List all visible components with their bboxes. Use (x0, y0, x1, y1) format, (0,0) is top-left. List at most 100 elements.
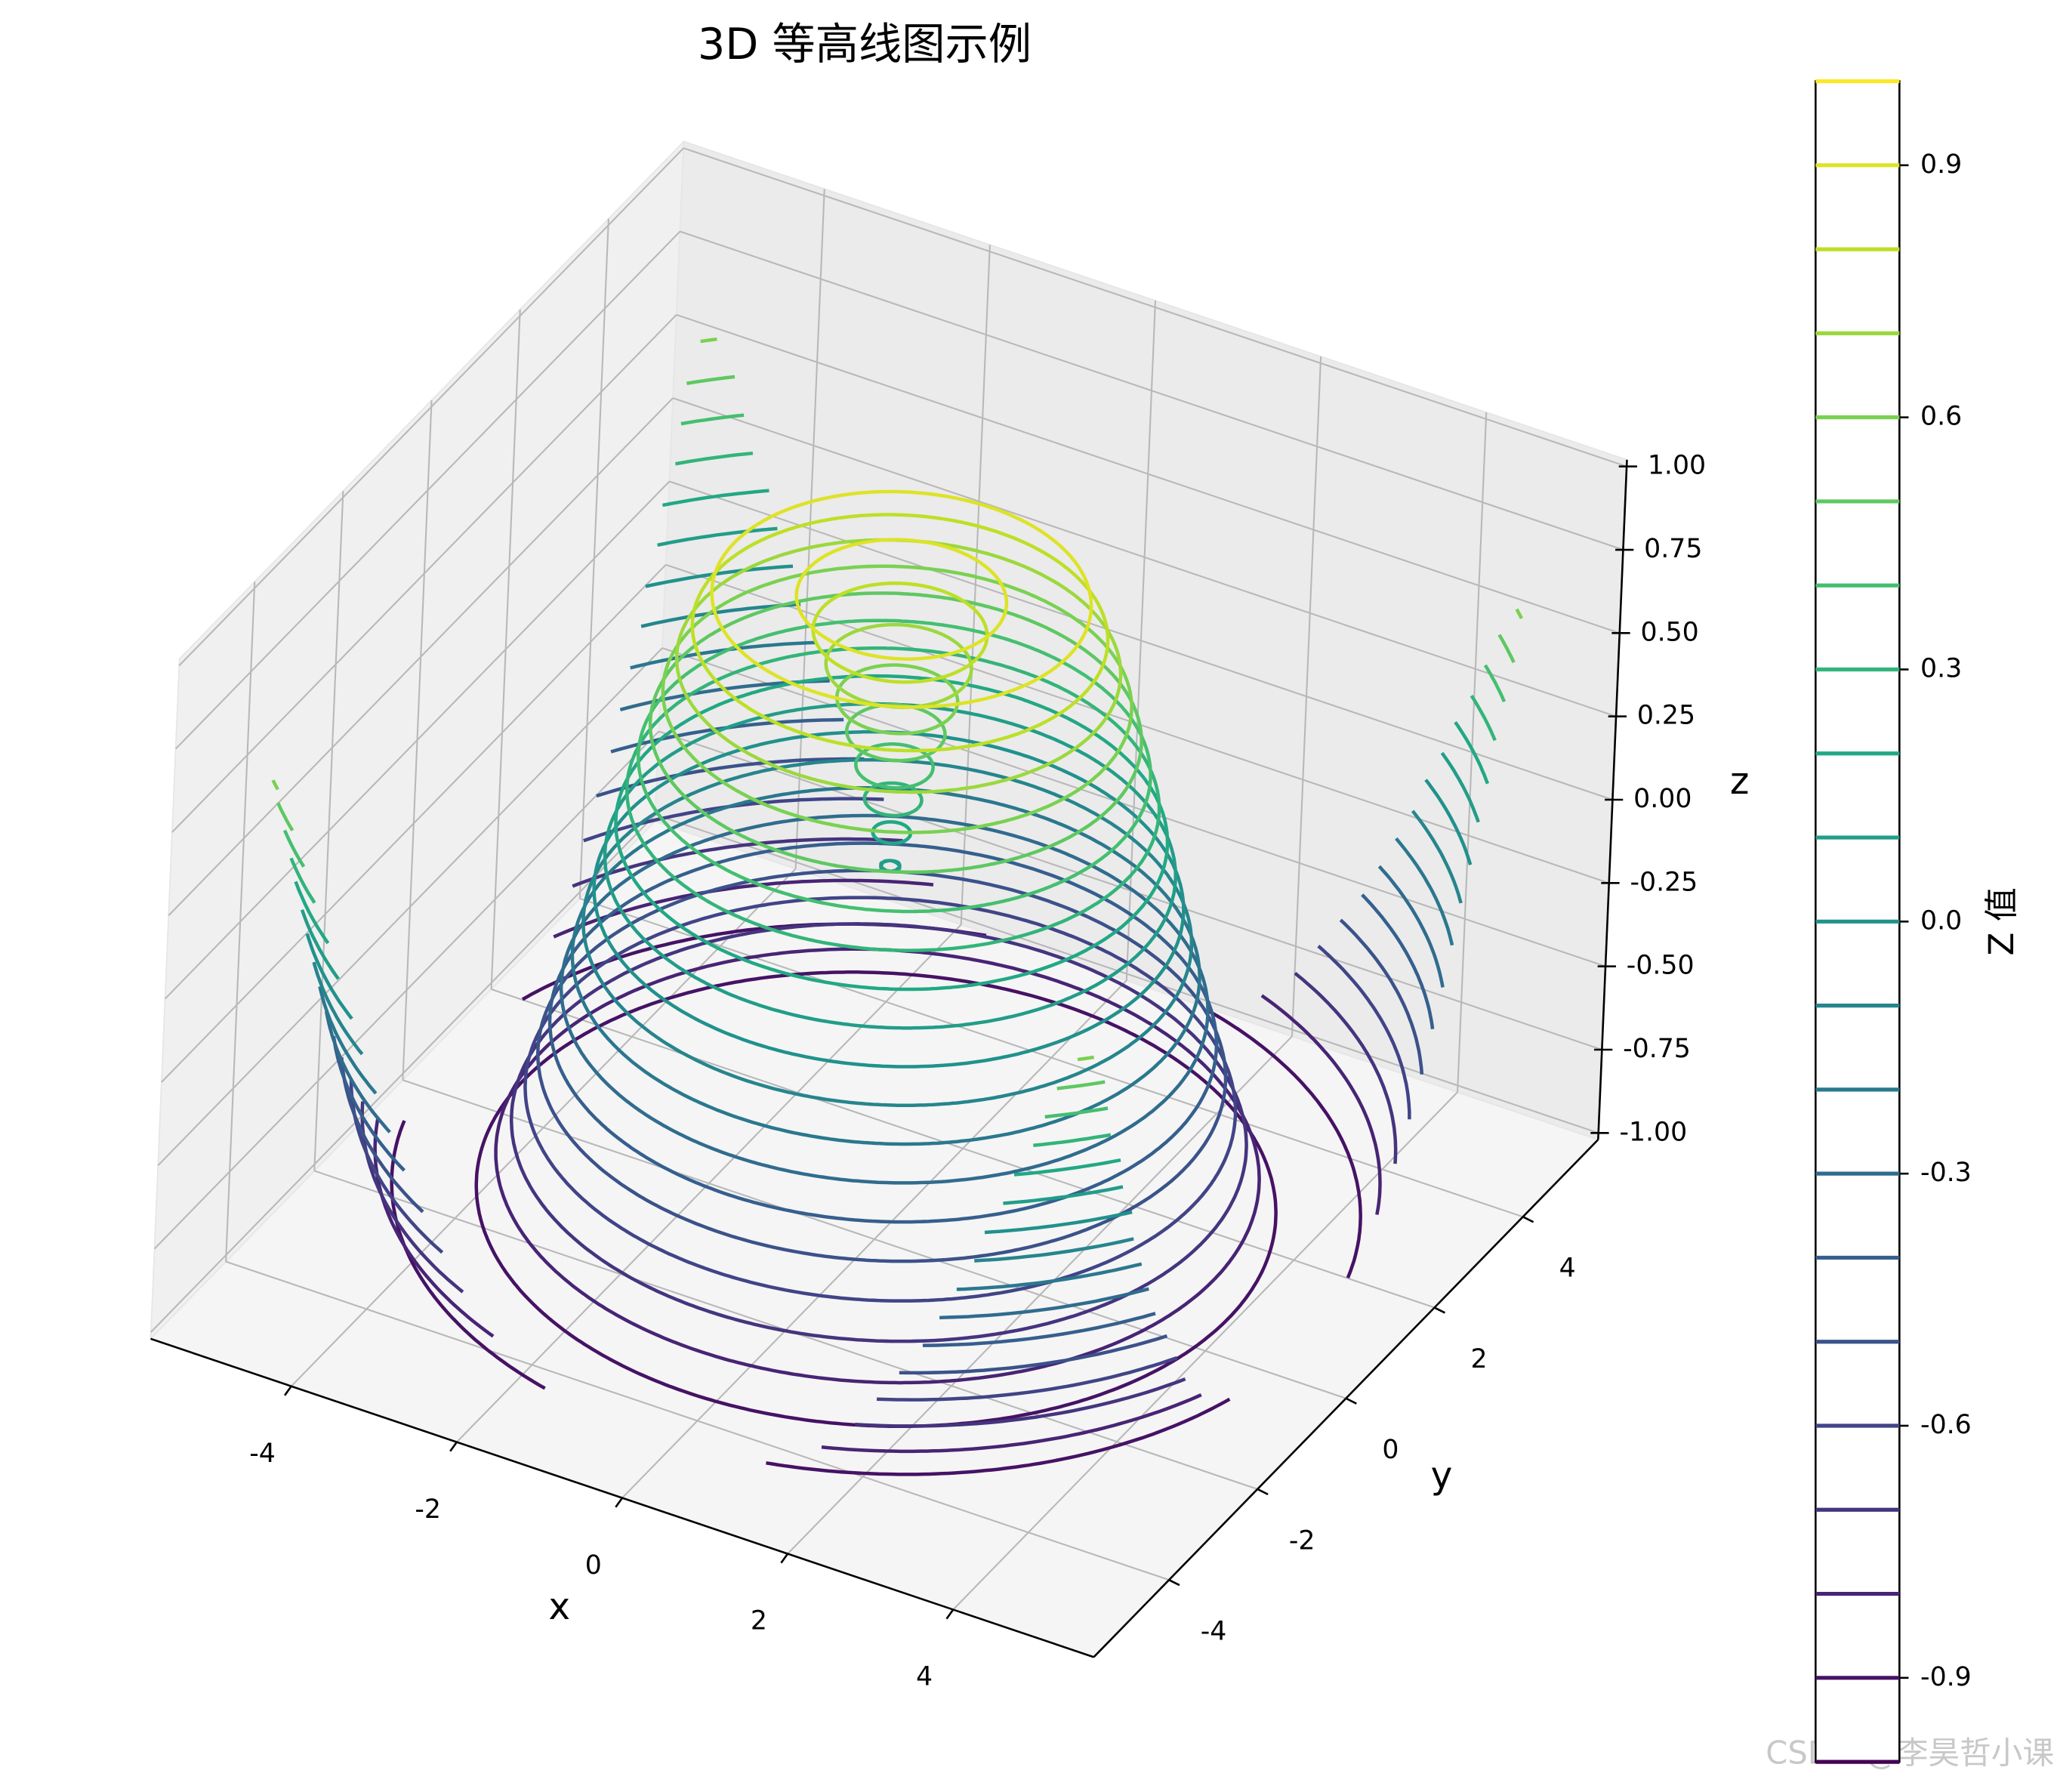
grid-line (171, 314, 677, 833)
grid-line (150, 814, 656, 1333)
contour-line (680, 413, 745, 426)
contour-line (794, 538, 1009, 661)
grid-line (655, 813, 1599, 1134)
contour-line (700, 337, 717, 344)
contour-line (1483, 664, 1507, 702)
y-tick-label: -2 (1289, 1525, 1315, 1556)
colorbar-tick-label: -0.9 (1920, 1662, 1972, 1692)
grid-line (672, 397, 1617, 717)
contour-line (1033, 1133, 1112, 1148)
y-tick (1345, 1397, 1357, 1405)
grid-line (676, 313, 1621, 634)
contour-line (1424, 779, 1473, 865)
contour-line (710, 489, 1093, 709)
colorbar-tick-label: 0.3 (1920, 653, 1962, 683)
contour-line (645, 564, 794, 588)
contour-line (603, 702, 1177, 1030)
contour-line (845, 702, 947, 763)
contour-line (1440, 751, 1480, 823)
x-axis-label: x (548, 1586, 570, 1628)
contour-line (332, 1035, 406, 1172)
z-tick-label: -0.25 (1630, 867, 1698, 897)
colorbar-tick-label: 0.0 (1920, 905, 1962, 936)
z-tick-label: -0.75 (1623, 1034, 1691, 1064)
grid-line (402, 1079, 1346, 1399)
contour-line (536, 868, 1228, 1263)
z-tick-label: 0.75 (1644, 534, 1702, 564)
contour-line (1361, 893, 1435, 1030)
contour-line (956, 1262, 1143, 1291)
contour-line (855, 1377, 1186, 1428)
contour-line (318, 985, 378, 1095)
z-tick-label: -1.00 (1619, 1117, 1687, 1147)
grid-line (225, 1260, 1170, 1581)
contour-line (1013, 1158, 1121, 1177)
x-tick (780, 1553, 789, 1564)
contour-line (1377, 865, 1445, 988)
contour-line (675, 451, 754, 466)
contour-line (1470, 695, 1497, 742)
contour-line (300, 908, 340, 980)
contour-line (271, 779, 279, 791)
contour-line (1454, 720, 1490, 785)
z-tick-label: 0.00 (1633, 784, 1692, 814)
contour-line (1515, 608, 1524, 619)
colorbar-tick-label: -0.3 (1920, 1158, 1972, 1188)
grid-line (161, 564, 667, 1083)
contour-line (984, 1210, 1133, 1235)
colorbar-tick-label: 0.6 (1920, 402, 1962, 432)
grid-line (168, 397, 674, 917)
y-axis-label: y (1431, 1455, 1453, 1497)
x-tick-label: 0 (585, 1550, 602, 1581)
colorbar-tick-label: -0.6 (1920, 1410, 1972, 1440)
contour-line (294, 881, 330, 945)
grid-line (669, 480, 1613, 800)
contour-line (1044, 1106, 1109, 1119)
contour-line (811, 581, 989, 684)
contour-line (1260, 994, 1382, 1215)
z-axis-label: z (1730, 760, 1750, 803)
grid-line (157, 647, 663, 1167)
contour-line (1339, 918, 1424, 1075)
contour-line (662, 489, 769, 507)
contour-line (559, 813, 1210, 1185)
x-tick (449, 1441, 458, 1452)
z-tick-label: -0.50 (1627, 951, 1695, 981)
contour-line (871, 820, 913, 846)
y-tick-label: 4 (1559, 1254, 1576, 1284)
contour-line (324, 1010, 391, 1133)
grid-line (491, 989, 1435, 1309)
contour-line (922, 1312, 1156, 1347)
contour-line (1395, 837, 1454, 946)
contour-line (1056, 1080, 1106, 1090)
contour-line (899, 1334, 1168, 1375)
contour-line (766, 1397, 1231, 1476)
z-tick-label: 0.50 (1641, 617, 1699, 647)
contour-line (494, 947, 1261, 1385)
y-tick (1522, 1216, 1534, 1223)
contour-line (312, 961, 364, 1056)
contour-line (637, 618, 1152, 914)
contour-line (625, 646, 1161, 952)
x-tick-label: 4 (916, 1662, 933, 1692)
contour-line (648, 591, 1143, 874)
grid-line (665, 563, 1610, 884)
x-tick-label: -2 (415, 1494, 441, 1525)
x-tick (945, 1608, 955, 1620)
y-tick-label: 2 (1471, 1344, 1488, 1374)
y-tick (1168, 1578, 1180, 1587)
contour-line (939, 1287, 1149, 1320)
contour-line (835, 663, 960, 736)
contour-line (630, 640, 816, 670)
contour-line (509, 922, 1248, 1343)
contour-line (305, 933, 353, 1020)
grid-line (683, 147, 1627, 467)
contour-line (876, 1356, 1178, 1402)
contour-line (657, 526, 778, 547)
grid-line (153, 730, 660, 1250)
x-tick-label: 2 (751, 1606, 767, 1636)
contour-line (1003, 1185, 1124, 1205)
contour-line (572, 837, 903, 888)
y-tick (1433, 1306, 1446, 1314)
z-tick-label: 0.25 (1637, 701, 1695, 731)
